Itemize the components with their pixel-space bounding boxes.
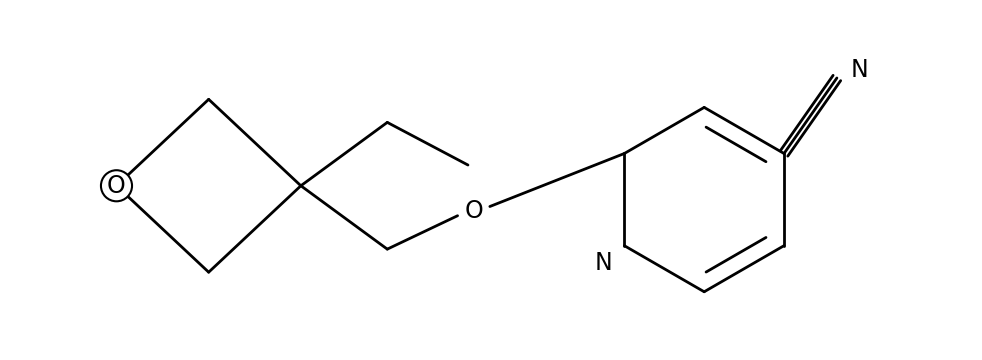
Text: O: O — [107, 174, 126, 198]
Text: O: O — [464, 199, 483, 223]
Text: N: N — [595, 251, 613, 275]
Text: N: N — [850, 58, 868, 82]
